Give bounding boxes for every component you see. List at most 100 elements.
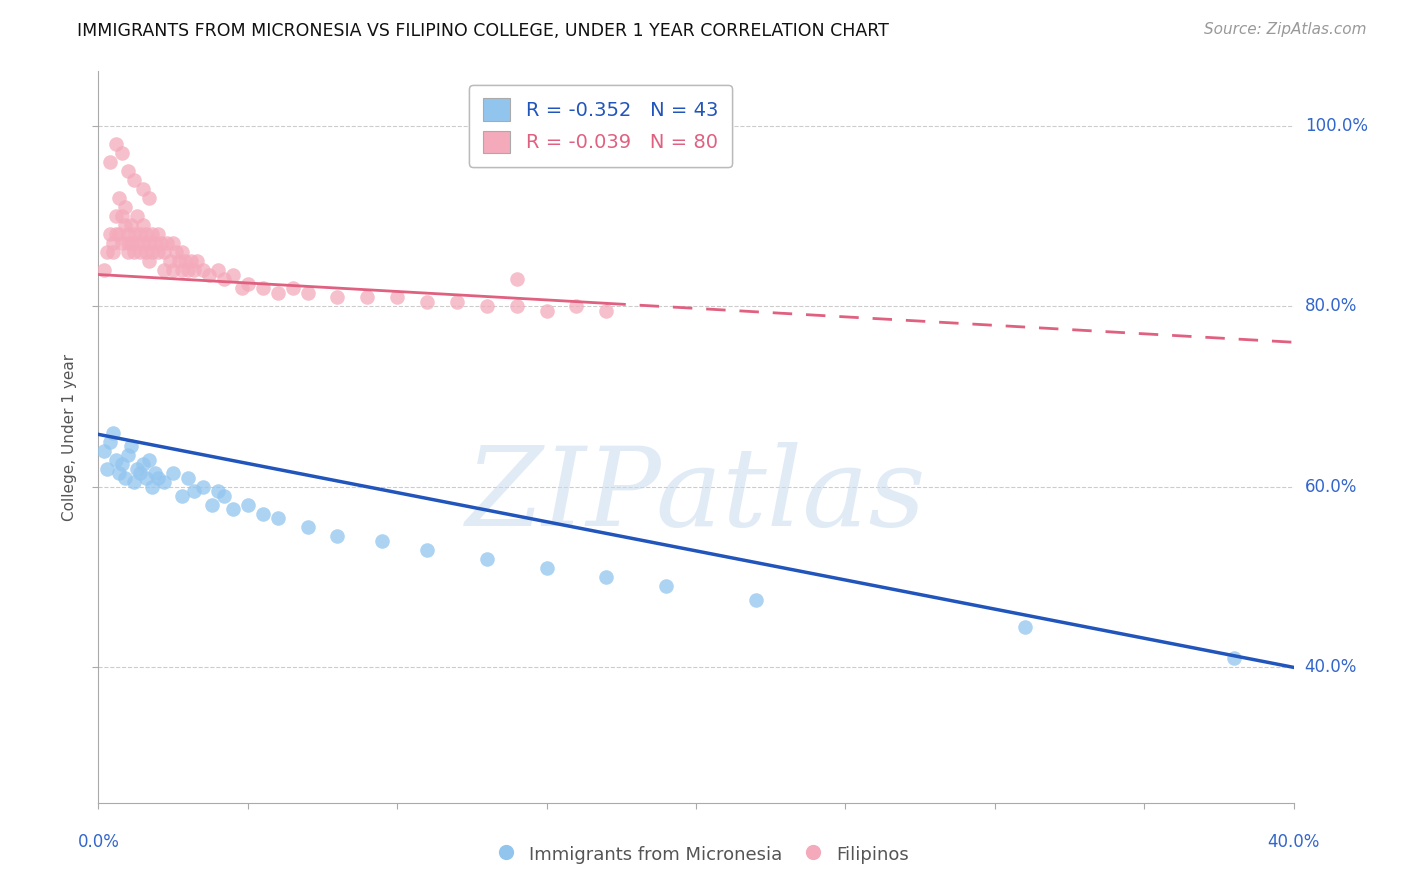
Point [167,254,190,268]
Point [93,263,115,277]
Point [103,425,125,440]
Point [96,244,118,259]
Point [153,244,176,259]
Point [153,475,176,490]
Point [93,443,115,458]
Point [231,281,253,295]
Point [165,244,187,259]
Point [98,154,122,169]
Point [172,263,194,277]
Text: 40.0%: 40.0% [1267,833,1320,851]
Point [191,480,214,494]
Point [222,502,245,516]
Point [141,244,163,259]
Point [212,489,235,503]
Point [111,209,134,223]
Point [105,136,128,151]
Point [745,592,768,607]
Point [595,570,617,584]
Point [326,529,349,543]
Point [143,466,166,480]
Point [475,552,498,566]
Point [138,191,160,205]
Point [132,218,155,232]
Point [135,227,157,241]
Point [129,466,152,480]
Point [191,263,214,277]
Point [143,235,166,250]
Point [111,235,134,250]
Legend: R = -0.352   N = 43, R = -0.039   N = 80: R = -0.352 N = 43, R = -0.039 N = 80 [470,85,731,167]
Point [201,498,224,512]
Point [267,285,290,300]
Point [138,452,160,467]
Point [236,498,259,512]
Point [446,294,468,309]
Point [111,457,134,471]
Point [207,263,229,277]
Point [96,461,118,475]
Point [117,235,139,250]
Point [127,209,149,223]
Point [114,200,136,214]
Point [98,434,122,449]
Y-axis label: College, Under 1 year: College, Under 1 year [62,353,77,521]
Point [127,461,149,475]
Point [177,263,200,277]
Point [124,227,146,241]
Point [117,244,139,259]
Point [117,448,139,462]
Point [207,484,229,499]
Point [655,579,678,593]
Point [186,254,208,268]
Point [326,290,349,304]
Point [236,277,259,291]
Point [536,561,558,575]
Point [124,475,146,490]
Point [162,235,184,250]
Point [148,227,170,241]
Point [475,299,498,313]
Point [117,163,139,178]
Point [506,272,529,286]
Point [252,507,274,521]
Point [172,489,194,503]
Text: 60.0%: 60.0% [1305,478,1357,496]
Point [371,533,394,548]
Point [212,272,235,286]
Point [180,254,202,268]
Point [297,520,319,534]
Point [183,263,205,277]
Point [150,235,173,250]
Point [132,182,155,196]
Point [595,303,617,318]
Point [124,244,146,259]
Point [416,543,439,558]
Point [148,244,170,259]
Point [174,254,197,268]
Text: 80.0%: 80.0% [1305,297,1357,315]
Point [565,299,588,313]
Point [120,235,142,250]
Point [162,466,184,480]
Point [141,480,163,494]
Point [103,235,125,250]
Point [132,457,155,471]
Point [138,235,160,250]
Legend: Immigrants from Micronesia, Filipinos: Immigrants from Micronesia, Filipinos [489,836,917,872]
Point [281,281,304,295]
Point [416,294,439,309]
Point [105,209,128,223]
Text: 100.0%: 100.0% [1305,117,1368,135]
Point [111,145,134,160]
Point [114,471,136,485]
Point [103,244,125,259]
Text: ZIPatlas: ZIPatlas [465,442,927,549]
Point [153,263,176,277]
Point [252,281,274,295]
Point [124,172,146,186]
Point [297,285,319,300]
Point [129,244,152,259]
Point [156,235,179,250]
Point [129,227,152,241]
